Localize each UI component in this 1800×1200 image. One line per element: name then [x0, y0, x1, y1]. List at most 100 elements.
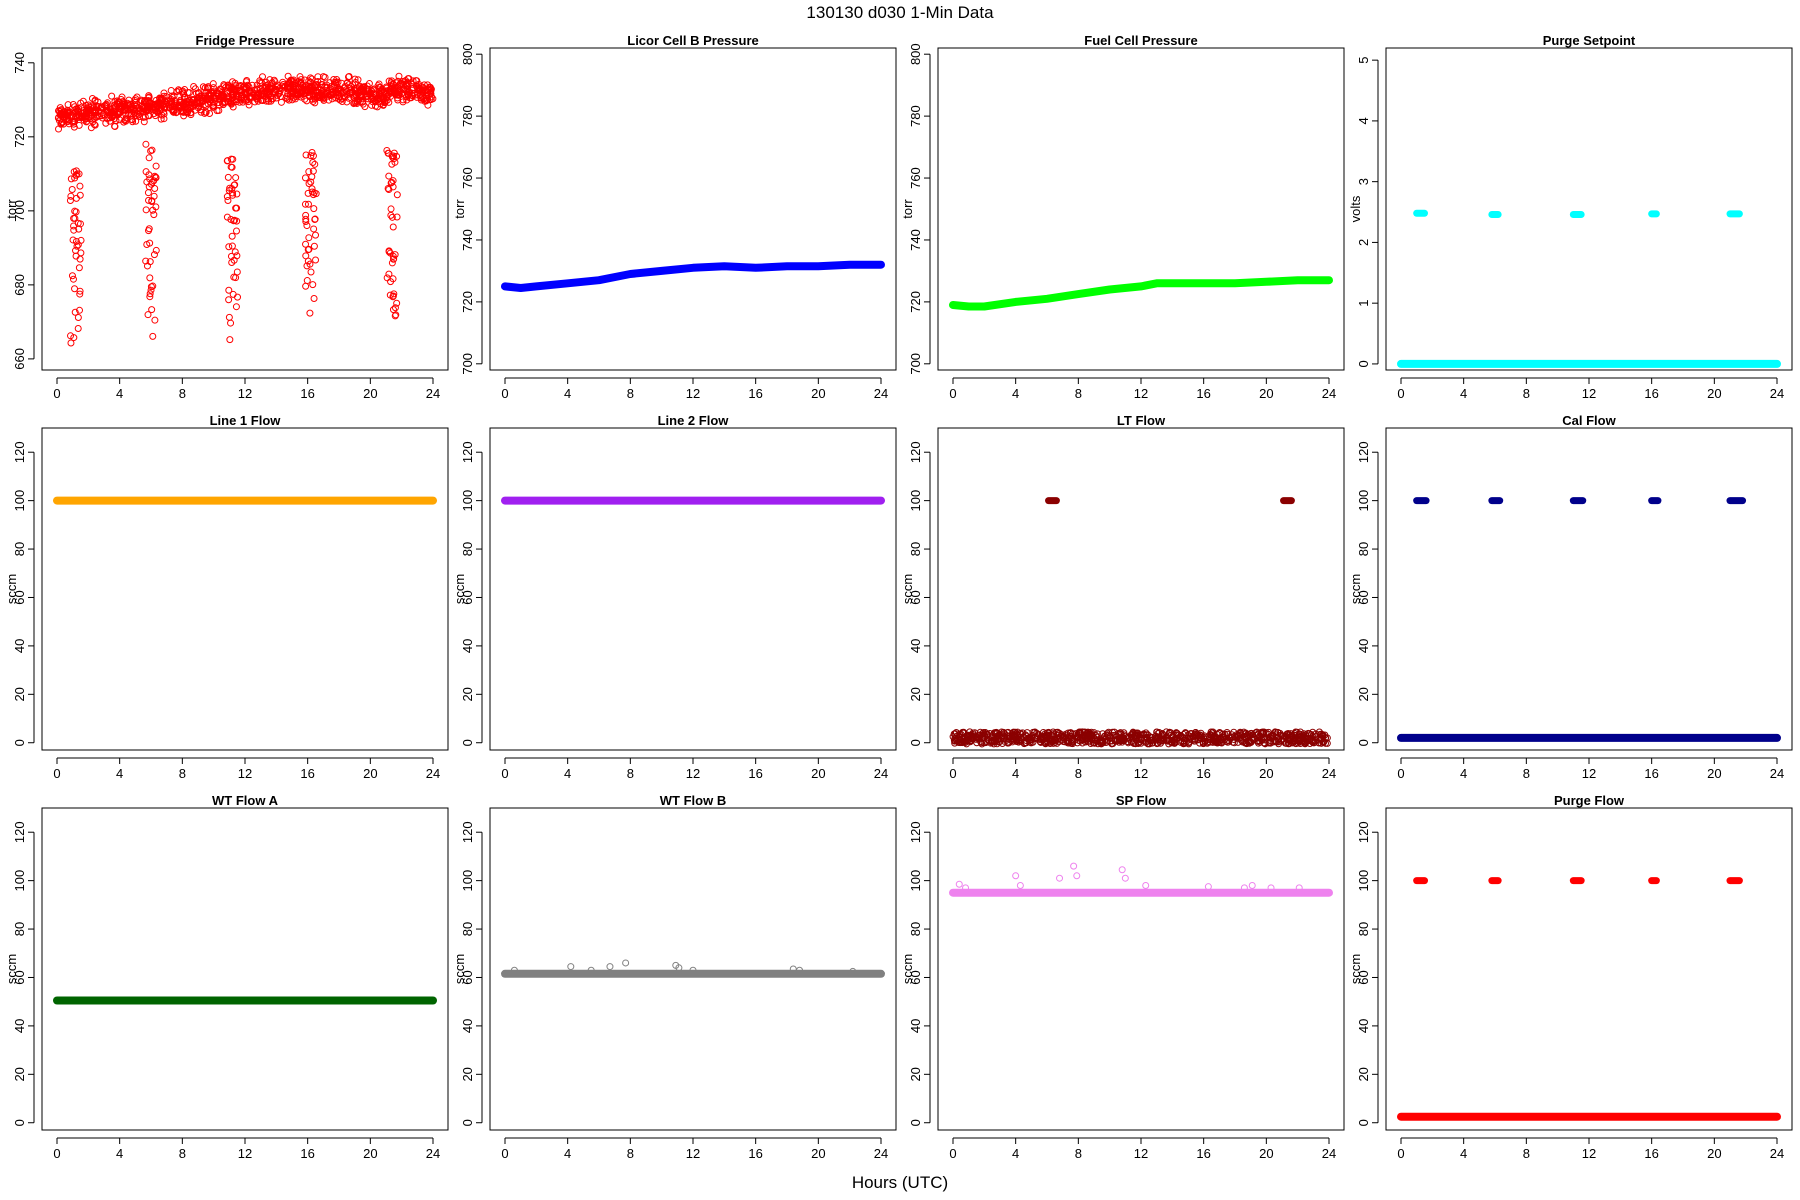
- panel-2: Fuel Cell Pressure torr 0 4 8 12 16 20 24 700 720 7…: [900, 33, 1345, 401]
- series-line: [501, 260, 885, 292]
- y-tick-label: 40: [460, 639, 475, 653]
- dip-point: [231, 181, 239, 189]
- data-point: [145, 94, 153, 102]
- x-tick-label: 16: [300, 766, 314, 781]
- baseline-point: [1191, 730, 1199, 738]
- outlier-point: [567, 963, 575, 971]
- y-tick-label: 100: [460, 490, 475, 512]
- data-point: [203, 84, 211, 92]
- x-tick-label: 8: [179, 386, 186, 401]
- x-tick-label: 12: [238, 766, 252, 781]
- outlier-point: [955, 880, 963, 888]
- y-axis-label: sccm: [900, 954, 915, 984]
- outlier-point: [1012, 872, 1020, 880]
- baseline-point: [978, 734, 986, 742]
- dip-point: [390, 290, 398, 298]
- outlier-point: [622, 959, 630, 967]
- data-point: [369, 98, 377, 106]
- baseline-point: [1291, 731, 1299, 739]
- y-tick-label: 120: [1356, 441, 1371, 463]
- x-tick-label: 12: [686, 766, 700, 781]
- x-tick-label: 8: [1075, 766, 1082, 781]
- baseline-point: [1257, 728, 1265, 736]
- dip-point: [233, 217, 241, 225]
- dip-point: [142, 257, 150, 265]
- data-point: [375, 80, 383, 88]
- dip-point: [232, 174, 240, 182]
- data-point: [204, 95, 212, 103]
- x-tick-label: 16: [1644, 386, 1658, 401]
- dip-point: [385, 270, 393, 278]
- data-point: [272, 86, 280, 94]
- data-point: [140, 118, 148, 126]
- plot-frame: [489, 47, 897, 371]
- data-point: [195, 94, 203, 102]
- data-point: [206, 110, 214, 118]
- data-point: [285, 96, 293, 104]
- data-point: [109, 111, 117, 119]
- data-point: [262, 83, 270, 91]
- x-tick-label: 0: [53, 1146, 60, 1161]
- baseline-point: [1193, 730, 1201, 738]
- data-point: [238, 94, 246, 102]
- baseline-point: [1137, 739, 1145, 747]
- data-point: [301, 82, 309, 90]
- x-tick-label: 4: [1460, 1146, 1467, 1161]
- baseline-point: [961, 738, 969, 746]
- data-point: [338, 98, 346, 106]
- data-point: [293, 89, 301, 97]
- dip-point: [393, 299, 401, 307]
- dip-point: [66, 197, 74, 205]
- data-point: [311, 99, 319, 107]
- y-axis-label: torr: [452, 199, 467, 219]
- y-tick-label: 700: [460, 353, 475, 375]
- dip-point: [389, 252, 397, 260]
- data-point: [405, 88, 413, 96]
- outlier-point: [1121, 874, 1129, 882]
- y-tick-label: 680: [12, 274, 27, 296]
- dip-point: [72, 252, 80, 260]
- data-point: [108, 92, 116, 100]
- data-point: [248, 81, 256, 89]
- x-tick-label: 20: [363, 1146, 377, 1161]
- dip-point: [68, 186, 76, 194]
- data-point: [313, 80, 321, 88]
- data-point: [83, 113, 91, 121]
- data-point: [228, 90, 236, 98]
- y-tick-label: 0: [12, 739, 27, 746]
- dip-point: [71, 174, 79, 182]
- dip-point: [71, 207, 79, 215]
- panel-9: WT Flow B sccm 0 4 8 12 16 20 24 0 20 40 60 80 100 120: [452, 793, 897, 1161]
- data-point: [306, 83, 314, 91]
- panel-8: WT Flow A sccm 0 4 8 12 16 20 24 0 20 40 60 80 100 120: [4, 793, 449, 1161]
- dip-point: [149, 332, 157, 340]
- data-point: [301, 89, 309, 97]
- data-point: [296, 89, 304, 97]
- y-tick-label: 4: [1356, 117, 1371, 124]
- y-tick-label: 5: [1356, 57, 1371, 64]
- data-point: [352, 87, 360, 95]
- dip-point: [386, 291, 394, 299]
- x-tick-label: 24: [426, 386, 440, 401]
- baseline-point: [1110, 728, 1118, 736]
- x-tick-label: 24: [1322, 766, 1336, 781]
- dip-point: [152, 162, 160, 170]
- x-tick-label: 20: [1259, 766, 1273, 781]
- dip-point: [71, 285, 79, 293]
- y-tick-label: 720: [460, 291, 475, 313]
- baseline-point: [1184, 739, 1192, 747]
- baseline-point: [1133, 730, 1141, 738]
- y-tick-label: 60: [908, 590, 923, 604]
- data-marks: [1397, 877, 1781, 1121]
- data-point: [182, 99, 190, 107]
- dip-point: [227, 252, 235, 260]
- baseline-point: [1050, 737, 1058, 745]
- baseline-point: [1131, 732, 1139, 740]
- data-point: [286, 84, 294, 92]
- dip-point: [302, 215, 310, 223]
- data-point: [140, 98, 148, 106]
- dip-point: [310, 295, 318, 303]
- data-point: [387, 79, 395, 87]
- y-tick-label: 2: [1356, 239, 1371, 246]
